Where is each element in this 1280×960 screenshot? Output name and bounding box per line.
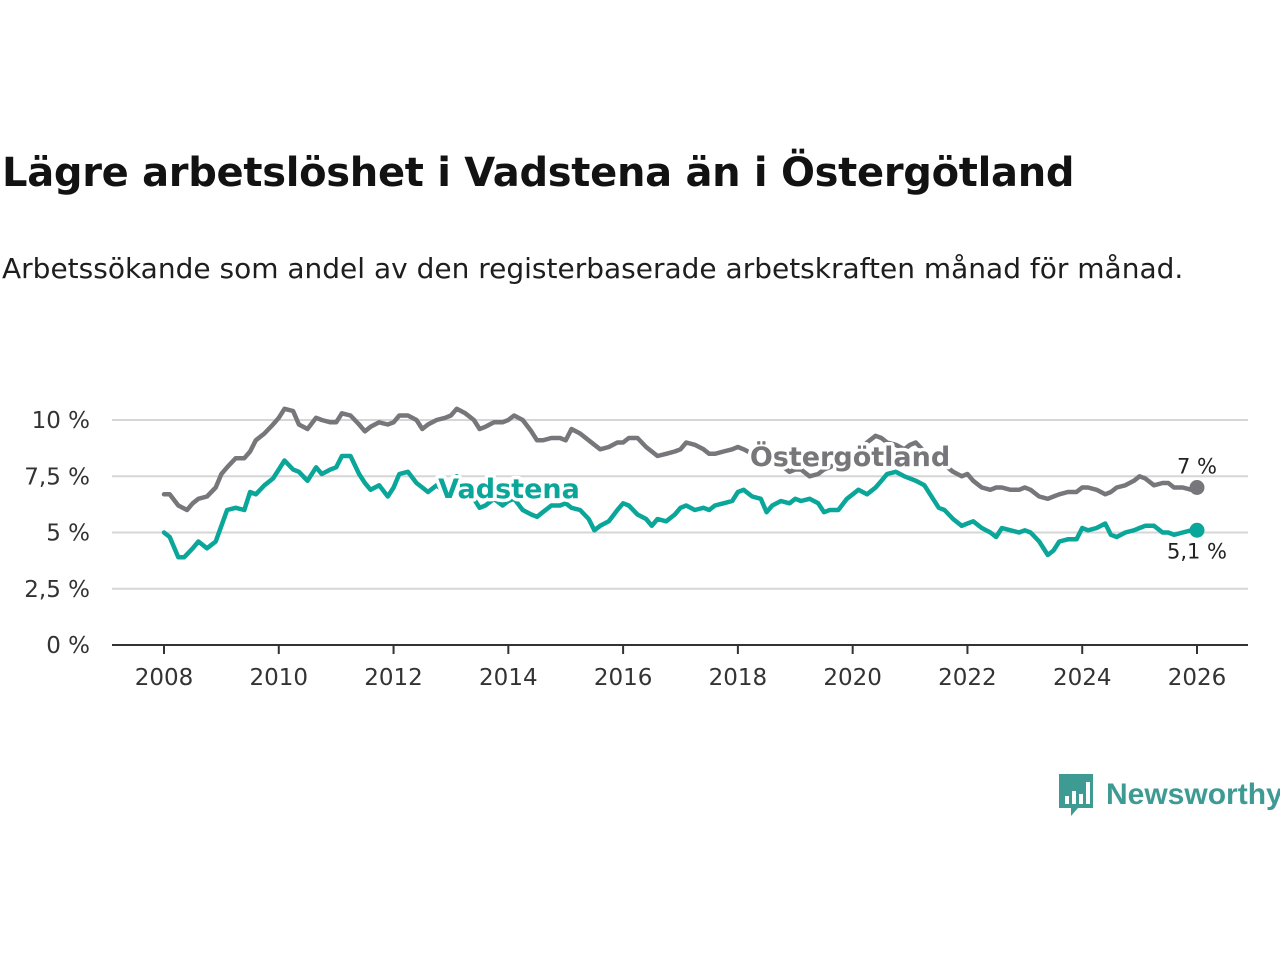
bar-chart-speech-bubble-icon [1059, 774, 1093, 816]
x-tick-label: 2008 [135, 665, 194, 691]
gridlines [112, 419, 1248, 590]
end-label-östergötland: 7 % [1177, 455, 1217, 479]
series-line-vadstena [161, 453, 1200, 560]
x-tick-label: 2012 [364, 665, 423, 691]
x-tick-label: 2014 [479, 665, 538, 691]
y-tick-label: 0 % [46, 633, 90, 659]
y-tick-label: 2,5 % [24, 577, 90, 603]
chart-title: Lägre arbetslöshet i Vadstena än i Öster… [2, 150, 1075, 196]
x-tick-label: 2010 [250, 665, 309, 691]
end-label-vadstena: 5,1 % [1167, 539, 1227, 563]
x-tick-label: 2026 [1168, 665, 1227, 691]
series-line-östergötland [161, 406, 1200, 513]
series-label-östergötland: Östergötland [750, 440, 950, 473]
series-label-vadstena: Vadstena [438, 474, 580, 505]
series-lines [161, 406, 1205, 560]
y-axis-ticks: 0 % 2,5 % 5 % 7,5 % 10 % [24, 408, 90, 659]
x-tick-label: 2018 [709, 665, 768, 691]
y-tick-label: 7,5 % [24, 464, 90, 490]
series-labels: 7 % Östergötland 5,1 % Vadstena [435, 437, 1227, 564]
newsworthy-logo: Newsworthy [1058, 772, 1280, 818]
x-tick-label: 2022 [938, 665, 997, 691]
logo-text: Newsworthy [1106, 778, 1280, 811]
x-tick-label: 2020 [823, 665, 882, 691]
chart-subtitle: Arbetssökande som andel av den registerb… [2, 252, 1184, 285]
x-tick-label: 2024 [1053, 665, 1112, 691]
end-point-östergötland [1189, 480, 1205, 495]
line-chart: 0 % 2,5 % 5 % 7,5 % 10 % 2008 2010 2012 2014 201… [24, 406, 1248, 691]
x-tick-label: 2016 [594, 665, 653, 691]
x-axis: 2008 2010 2012 2014 2016 2018 2020 2022 2024 2026 [112, 644, 1248, 691]
y-tick-label: 5 % [46, 521, 90, 547]
y-tick-label: 10 % [32, 408, 90, 434]
end-point-vadstena [1189, 522, 1205, 538]
